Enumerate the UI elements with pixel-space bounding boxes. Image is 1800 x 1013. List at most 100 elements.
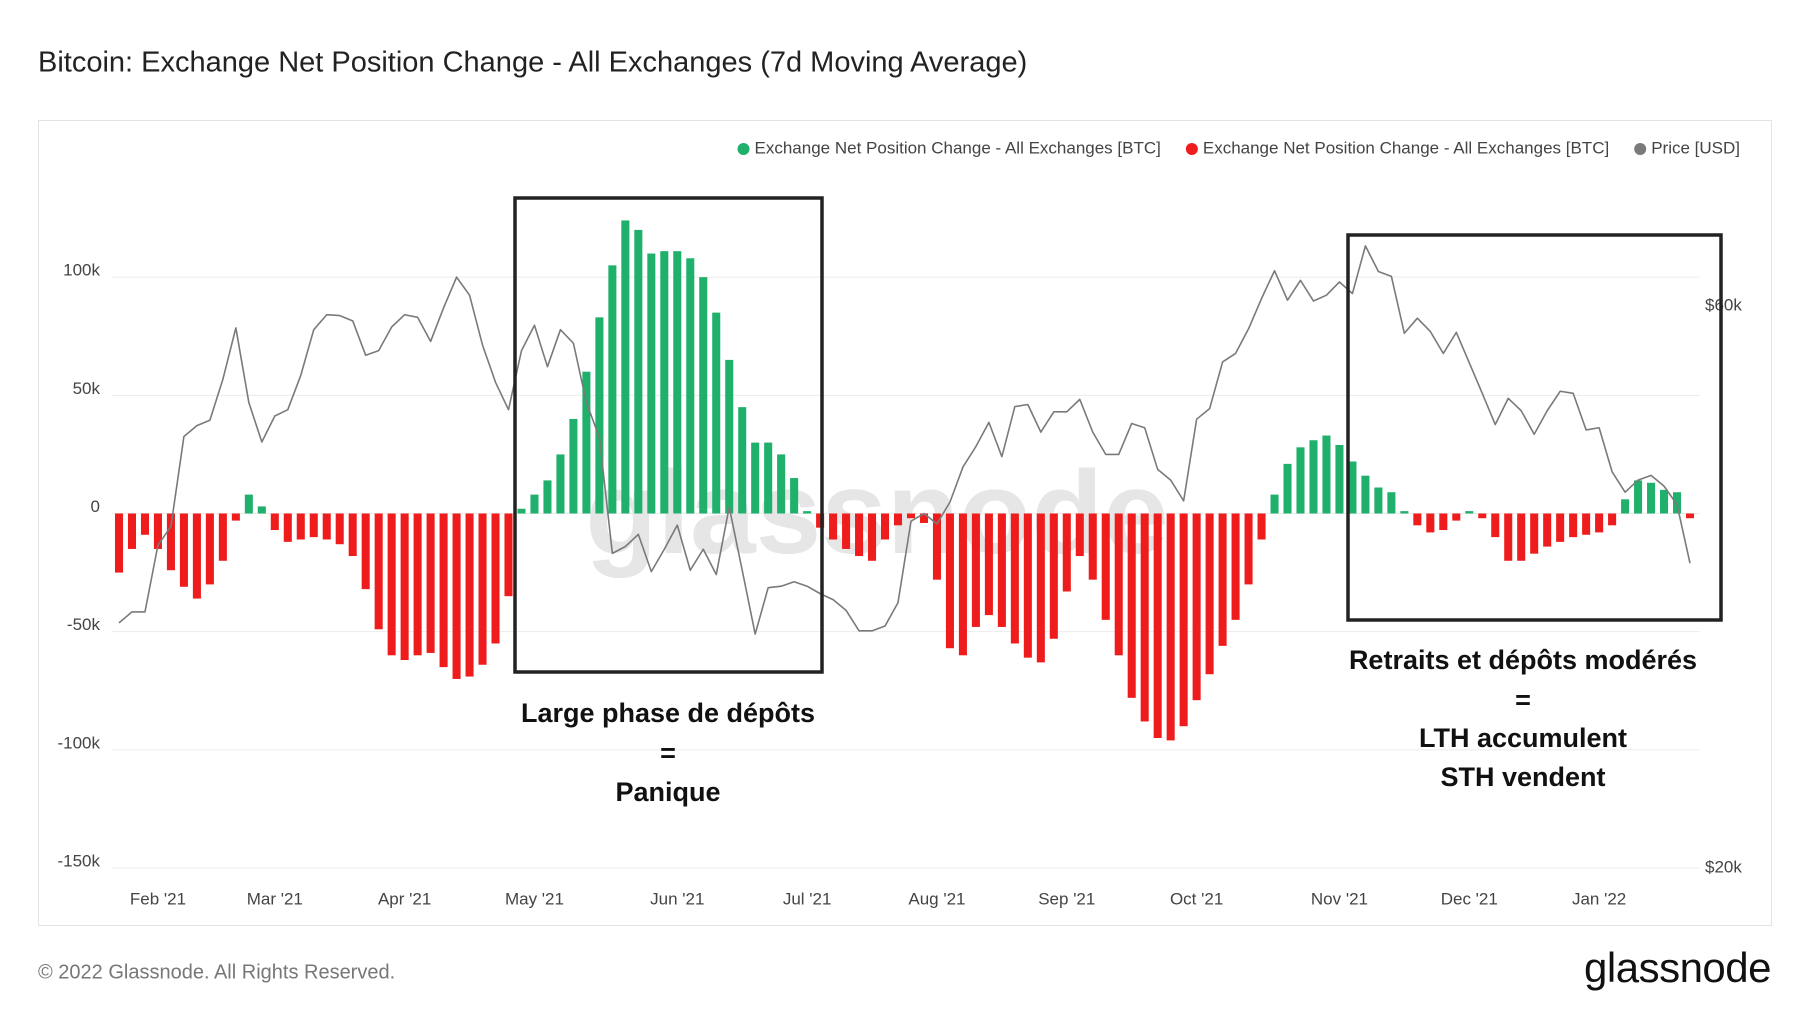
bar [348,513,357,557]
bar [1205,513,1214,675]
x-tick-label: Jun '21 [650,889,704,908]
bar [1556,513,1565,542]
x-tick-label: Jul '21 [783,889,832,908]
bar [218,513,227,561]
bar [1309,440,1318,514]
bar [1062,513,1071,592]
bar [1218,513,1227,646]
bar [1114,513,1123,656]
x-tick-label: Sep '21 [1038,889,1095,908]
bar [426,513,435,653]
chart-title: Bitcoin: Exchange Net Position Change - … [38,47,1027,79]
bar [1361,475,1370,514]
annotation: Large phase de dépôts [521,698,815,728]
bar [283,513,292,542]
annotations: Large phase de dépôts = Panique Retraits et… [521,645,1697,807]
y-tick-label: -150k [57,851,100,870]
bar [556,454,565,514]
bar [1257,513,1266,540]
bar [906,513,916,519]
price-line [118,245,1691,635]
bar [127,513,137,549]
y-tick-label: -50k [67,615,101,634]
bar [1010,513,1019,644]
copyright: © 2022 Glassnode. All Rights Reserved. [38,961,395,983]
bar [1140,513,1149,722]
bar [270,513,279,531]
legend-marker [737,143,750,155]
annotation: Retraits et dépôts modérés [1349,645,1697,675]
bar [1166,513,1175,741]
bar [504,513,513,597]
bar [1036,513,1045,663]
bar [997,513,1006,627]
bar [764,442,773,514]
bar [296,513,305,540]
bar [880,513,890,540]
bar [309,513,318,538]
bar [893,513,903,526]
bar [1413,513,1422,526]
bar [1621,499,1630,514]
bar [1478,513,1487,519]
legend-marker [1185,143,1198,155]
bar [790,478,799,514]
bar [842,513,851,549]
y-tick-label: 100k [63,261,100,280]
bar [192,513,201,599]
y2-tick-label: $20k [1705,857,1742,876]
bar [1192,513,1201,701]
bar [1426,513,1435,533]
bar [166,513,175,571]
bar [1439,513,1448,531]
annotation: = [1515,685,1531,715]
bar [686,258,695,514]
bar [491,513,500,644]
legend: Price [USD] Exchange Net Position Change … [737,138,1740,157]
bar [1517,513,1526,561]
bar [1608,513,1617,526]
bar [1049,513,1058,639]
bar [1504,513,1513,561]
x-tick-label: Oct '21 [1170,889,1223,908]
x-tick-label: May '21 [505,889,564,908]
bar [932,513,941,580]
bar [1452,513,1461,521]
bar [530,494,539,514]
y-tick-label: 50k [73,379,101,398]
annotation-box [513,196,824,674]
bar [452,513,461,679]
bar [699,277,708,514]
bar [322,513,331,540]
bar [1127,513,1136,698]
bar [751,442,760,514]
bar [569,418,578,514]
bar [140,513,149,535]
bar [517,508,526,514]
bar [465,513,474,677]
bar [1543,513,1552,547]
bar [1075,513,1084,557]
bar [1231,513,1240,620]
x-tick-label: Nov '21 [1311,889,1368,908]
x-tick-label: Feb '21 [130,889,186,908]
bar [335,513,344,545]
bar [1660,489,1669,514]
bar [1582,513,1591,535]
bar [803,511,812,514]
legend-label: Exchange Net Position Change - All Excha… [1203,138,1609,157]
bar [738,407,747,514]
x-tick-label: Apr '21 [378,889,431,908]
y-tick-label: -100k [57,733,100,752]
bar [660,251,669,514]
bar [595,317,604,514]
bar [1348,461,1357,514]
bar [919,513,929,523]
bar [673,251,682,514]
bar [1179,513,1188,727]
bar [725,359,734,514]
bar [400,513,409,661]
